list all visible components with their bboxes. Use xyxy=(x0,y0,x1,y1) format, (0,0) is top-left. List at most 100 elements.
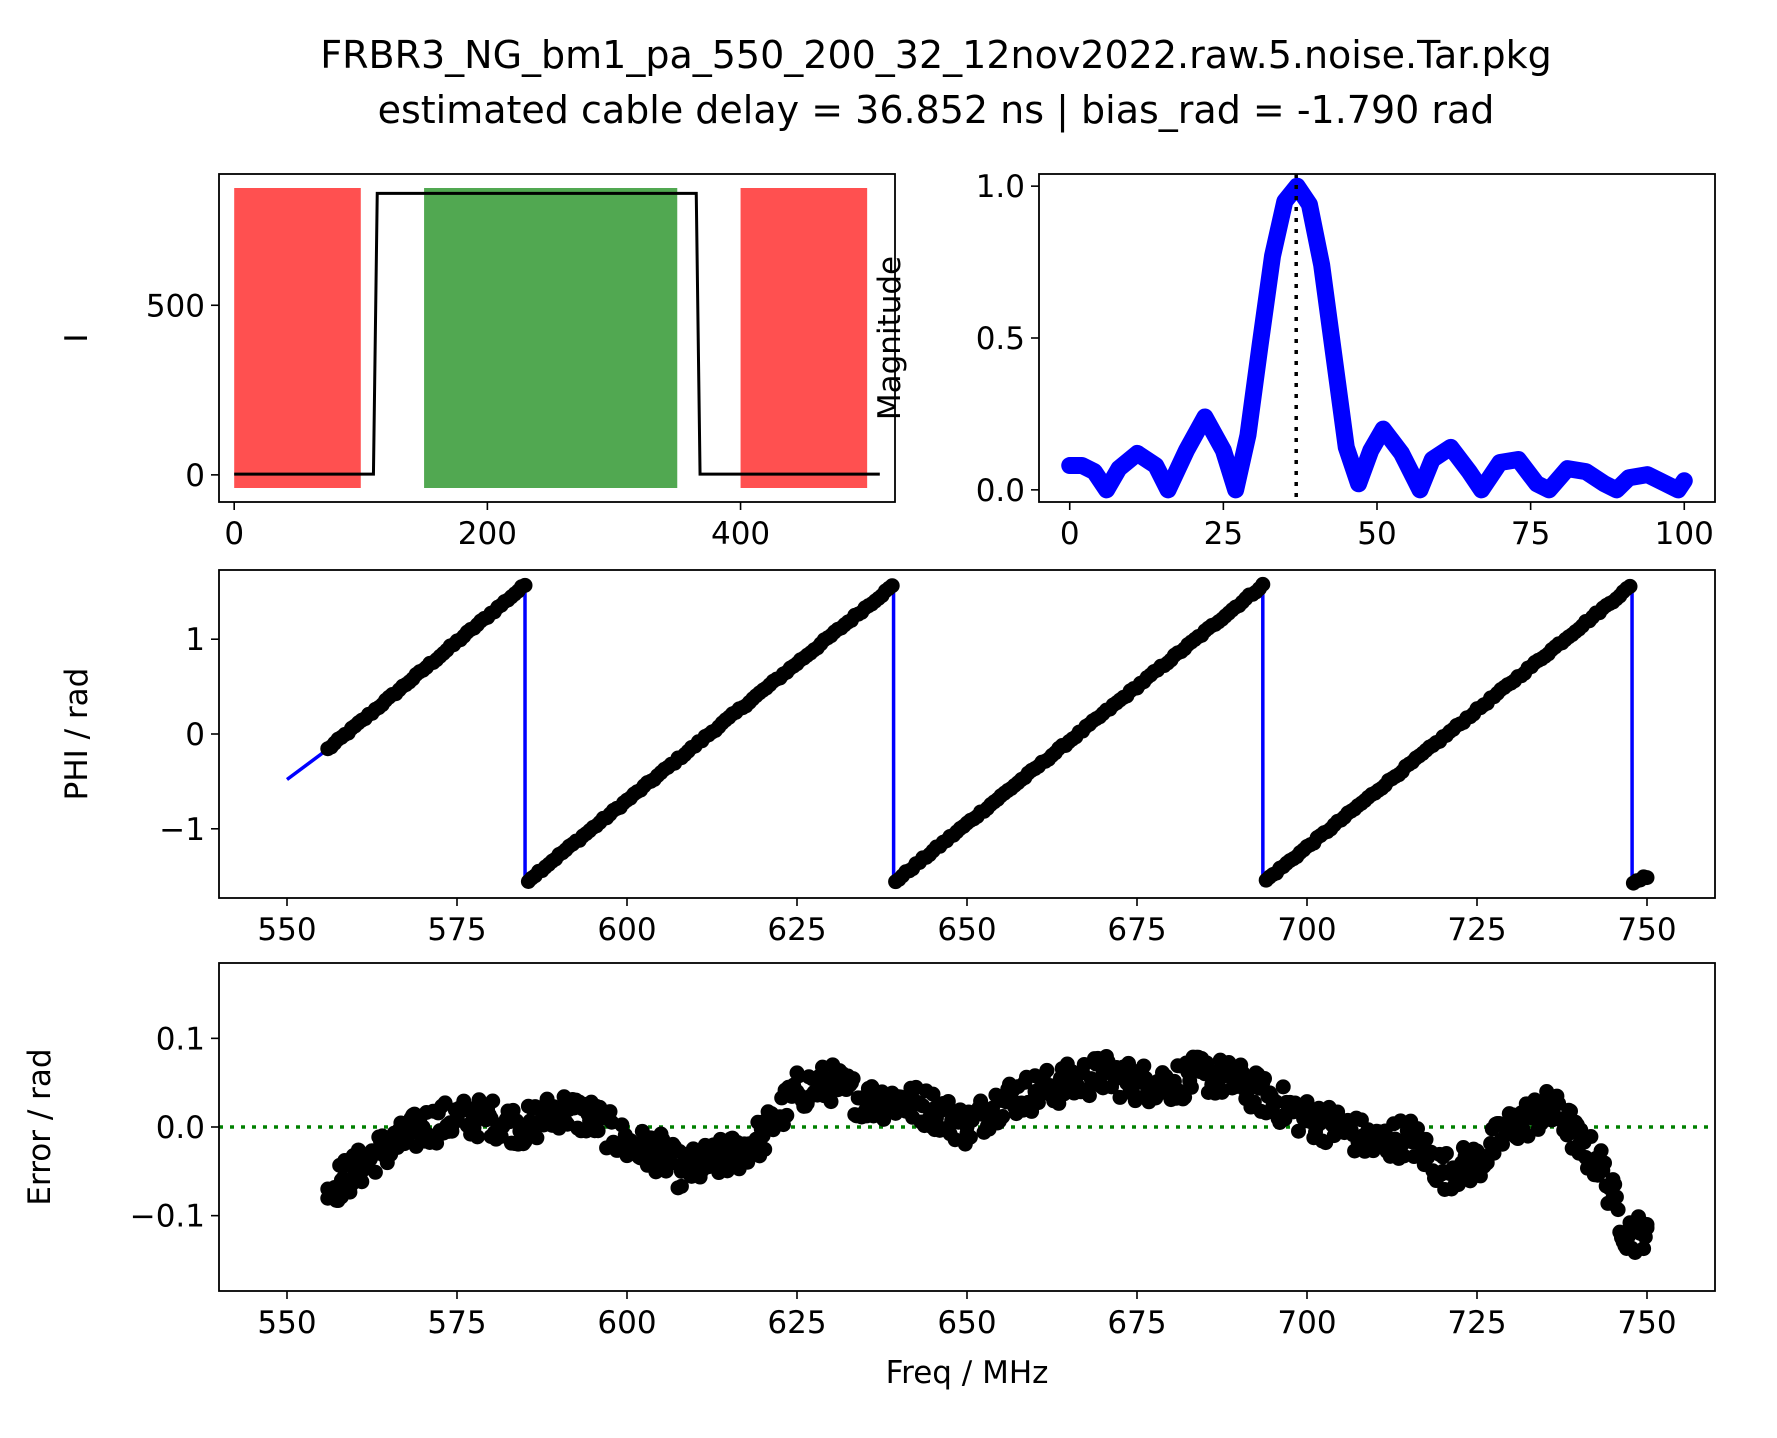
delay-spectrum-panel: 0 25 50 75 100 0.0 0.5 1.0 Magnitude xyxy=(872,169,1716,552)
y-axis-label: Error / rad xyxy=(22,1048,58,1205)
error-point xyxy=(1275,1079,1291,1095)
error-point xyxy=(673,1178,689,1194)
red-band xyxy=(234,188,361,488)
x-tick-label: 750 xyxy=(1617,1305,1676,1341)
y-tick-label: 0 xyxy=(185,717,205,753)
error-point xyxy=(940,1093,956,1109)
error-point xyxy=(485,1093,501,1109)
y-tick-label: 1 xyxy=(185,622,205,658)
i-trace-panel: 0 200 400 0 500 I xyxy=(59,173,896,552)
phase-point xyxy=(517,577,533,593)
error-point xyxy=(845,1071,861,1087)
x-tick-label: 600 xyxy=(597,912,656,948)
phase-point xyxy=(1622,578,1638,594)
error-point xyxy=(1639,1220,1655,1236)
error-point xyxy=(1438,1145,1454,1161)
x-tick-label: 200 xyxy=(458,516,517,552)
error-point xyxy=(1583,1129,1599,1145)
x-tick-label: 650 xyxy=(937,912,996,948)
x-tick-label: 625 xyxy=(767,912,826,948)
error-point xyxy=(1593,1143,1609,1159)
y-tick-label: 0 xyxy=(185,458,205,494)
error-point xyxy=(1607,1176,1623,1192)
x-tick-label: 400 xyxy=(711,516,770,552)
x-tick-label: 25 xyxy=(1204,516,1243,552)
y-tick-label: 0.1 xyxy=(156,1021,205,1057)
axes-frame xyxy=(218,569,1716,899)
x-tick-label: 725 xyxy=(1447,1305,1506,1341)
error-point xyxy=(1608,1189,1624,1205)
x-tick-label: 100 xyxy=(1655,516,1714,552)
y-tick-label: −1 xyxy=(159,812,205,848)
error-point xyxy=(1563,1103,1578,1119)
error-point xyxy=(757,1141,773,1157)
x-tick-label: 550 xyxy=(257,1305,316,1341)
error-point xyxy=(823,1094,839,1110)
phase-panel: 550 575 600 625 650 675 700 725 750 −1 0 1 PHI / rad xyxy=(59,569,1716,948)
error-point xyxy=(1183,1079,1199,1095)
x-tick-label: 675 xyxy=(1107,1305,1166,1341)
error-point xyxy=(779,1107,795,1123)
phase-point xyxy=(884,578,900,594)
x-tick-label: 550 xyxy=(257,912,316,948)
y-axis-label: Magnitude xyxy=(872,256,908,420)
error-point xyxy=(1597,1155,1612,1171)
y-tick-label: 500 xyxy=(146,288,205,324)
x-tick-label: 50 xyxy=(1357,516,1396,552)
error-point xyxy=(1299,1094,1315,1110)
phase-markers xyxy=(320,576,1655,891)
error-point xyxy=(529,1130,545,1146)
x-tick-label: 650 xyxy=(937,1305,996,1341)
y-axis-label: I xyxy=(59,333,95,342)
red-band xyxy=(740,188,868,488)
x-tick-label: 750 xyxy=(1617,912,1676,948)
axes-frame xyxy=(218,173,896,503)
x-tick-label: 575 xyxy=(427,1305,486,1341)
x-tick-label: 75 xyxy=(1511,516,1550,552)
error-markers xyxy=(320,1048,1655,1260)
x-tick-label: 700 xyxy=(1277,912,1336,948)
error-point xyxy=(1636,1241,1652,1257)
error-point xyxy=(1257,1070,1272,1086)
error-point xyxy=(354,1174,370,1190)
error-point xyxy=(590,1123,606,1139)
error-point xyxy=(1112,1089,1128,1105)
figure-title-line-1: FRBR3_NG_bm1_pa_550_200_32_12nov2022.raw… xyxy=(320,33,1552,77)
y-tick-label: 0.5 xyxy=(976,321,1025,357)
figure-title-line-2: estimated cable delay = 36.852 ns | bias… xyxy=(378,88,1495,133)
phase-error-panel: 550 575 600 625 650 675 700 725 750 −0.1 0.0 0.1 Err… xyxy=(22,962,1716,1391)
x-tick-label: 700 xyxy=(1277,1305,1336,1341)
error-point xyxy=(1418,1131,1434,1147)
y-tick-label: 0.0 xyxy=(156,1110,205,1146)
error-point xyxy=(1610,1202,1626,1218)
x-tick-label: 725 xyxy=(1447,912,1506,948)
x-tick-label: 0 xyxy=(224,516,244,552)
x-tick-label: 675 xyxy=(1107,912,1166,948)
error-point xyxy=(367,1164,383,1180)
y-axis-label: PHI / rad xyxy=(59,668,95,801)
green-band xyxy=(424,188,678,488)
x-tick-label: 625 xyxy=(767,1305,826,1341)
x-axis-label: Freq / MHz xyxy=(886,1355,1049,1391)
x-tick-label: 600 xyxy=(597,1305,656,1341)
error-point xyxy=(663,1155,679,1171)
y-tick-label: 0.0 xyxy=(976,473,1025,509)
x-tick-label: 0 xyxy=(1060,516,1080,552)
y-tick-label: 1.0 xyxy=(976,169,1025,205)
magnitude-curve xyxy=(1061,177,1693,499)
error-point xyxy=(469,1129,485,1145)
phase-point xyxy=(1639,870,1655,886)
error-point xyxy=(962,1129,978,1145)
error-point xyxy=(995,1109,1011,1125)
y-tick-label: −0.1 xyxy=(130,1199,205,1235)
error-point xyxy=(1081,1088,1097,1104)
error-point xyxy=(1039,1062,1055,1078)
error-point xyxy=(1410,1121,1425,1137)
error-point xyxy=(481,1107,497,1123)
i-trace-line xyxy=(234,191,880,476)
error-point xyxy=(1136,1058,1152,1074)
x-tick-label: 575 xyxy=(427,912,486,948)
phase-point xyxy=(1255,576,1271,592)
error-point xyxy=(915,1098,931,1114)
